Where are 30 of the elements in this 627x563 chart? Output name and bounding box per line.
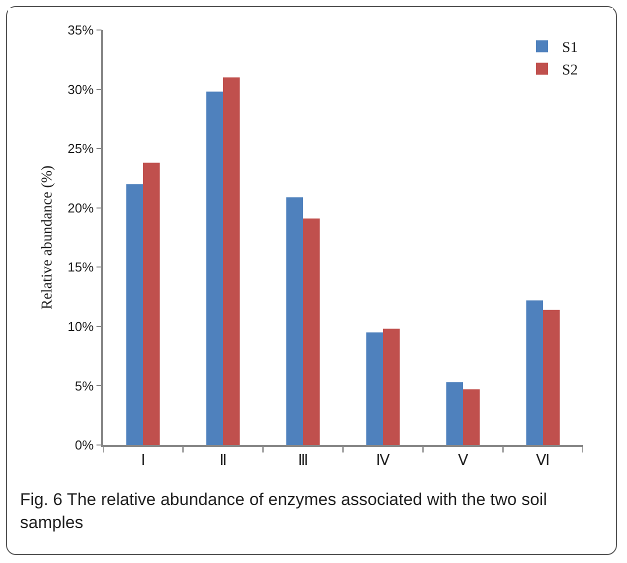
x-tick-label: Ⅵ <box>536 452 550 469</box>
y-tick-label: 15% <box>68 260 94 275</box>
y-tick-label: 20% <box>68 200 94 216</box>
bar <box>286 197 303 445</box>
bar <box>526 300 543 445</box>
x-tick-label: Ⅳ <box>376 452 390 469</box>
y-tick-label: 30% <box>68 82 94 97</box>
y-tick-label: 0% <box>74 438 94 453</box>
y-tick-label: 25% <box>68 141 94 156</box>
x-tick-label: Ⅴ <box>458 452 469 469</box>
y-tick-label: 5% <box>74 378 94 394</box>
x-tick-label: Ⅲ <box>298 452 308 469</box>
bar <box>206 92 223 445</box>
bar <box>223 77 240 445</box>
bar <box>366 332 383 445</box>
y-tick-label: 10% <box>68 318 94 334</box>
caption: Fig. 6 The relative abundance of enzymes associated with the two soil samples <box>20 489 548 534</box>
bar <box>383 328 400 445</box>
bar <box>126 184 143 445</box>
x-tick-label: Ⅱ <box>220 452 226 469</box>
y-tick-label: 35% <box>68 22 94 38</box>
bar <box>303 218 320 445</box>
bar <box>543 310 560 445</box>
bar <box>446 382 463 445</box>
legend-label: S1 <box>562 40 578 56</box>
bar <box>143 162 160 445</box>
y-axis-title: Relative abundance (%) <box>39 165 56 310</box>
x-tick-label: Ⅰ <box>141 452 145 469</box>
legend-label: S2 <box>562 62 578 79</box>
bar <box>463 389 480 445</box>
